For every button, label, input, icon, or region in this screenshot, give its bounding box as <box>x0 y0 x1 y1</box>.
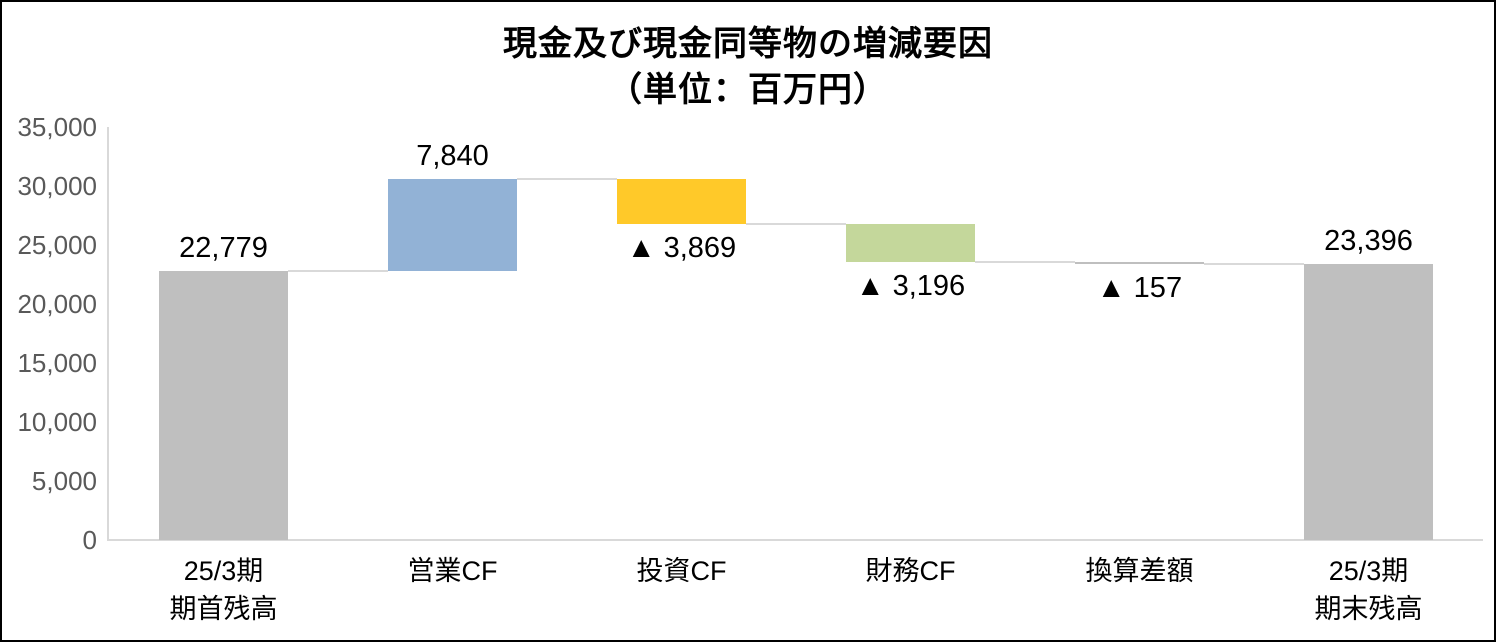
waterfall-bar <box>846 224 975 263</box>
waterfall-bar <box>617 178 746 225</box>
y-tick-label: 5,000 <box>31 466 97 496</box>
y-axis-line <box>107 127 109 540</box>
x-category-label: 財務CF <box>791 552 1031 590</box>
bar-data-label: ▲ 3,869 <box>626 232 737 265</box>
x-category-label-line: 換算差額 <box>1085 556 1194 586</box>
x-axis-line <box>107 539 1483 541</box>
x-category-label-line: 25/3期 <box>183 556 264 586</box>
y-tick-label: 25,000 <box>17 230 97 260</box>
waterfall-connector-line <box>288 270 388 273</box>
waterfall-connector-line <box>975 261 1075 264</box>
x-category-label: 営業CF <box>333 552 573 590</box>
bar-data-label: ▲ 3,196 <box>855 270 966 303</box>
x-category-label-line: 投資CF <box>636 556 727 586</box>
waterfall-bar <box>1304 263 1433 540</box>
y-tick-label: 35,000 <box>17 112 97 142</box>
y-tick-label: 0 <box>82 525 97 555</box>
y-tick-label: 30,000 <box>17 171 97 201</box>
x-category-label-line: 25/3期 <box>1328 556 1409 586</box>
waterfall-bar <box>1075 262 1204 265</box>
waterfall-connector-line <box>517 177 617 180</box>
bar-data-label: ▲ 157 <box>1096 272 1183 305</box>
bar-data-label: 23,396 <box>1324 224 1413 257</box>
bar-data-label: 7,840 <box>416 139 489 172</box>
chart-title: 現金及び現金同等物の増減要因 <box>503 25 993 63</box>
x-category-label-line: 期末残高 <box>1314 594 1423 624</box>
y-tick-label: 10,000 <box>17 407 97 437</box>
bar-data-label: 22,779 <box>179 232 268 265</box>
waterfall-connector-line <box>746 223 846 226</box>
x-category-label-line: 営業CF <box>407 556 498 586</box>
x-category-label-line: 期首残高 <box>169 594 278 624</box>
chart-subtitle: （単位：百万円） <box>608 71 888 109</box>
waterfall-connector-line <box>1204 262 1304 265</box>
x-category-label-line: 財務CF <box>865 556 956 586</box>
x-category-label: 25/3期期末残高 <box>1249 552 1489 628</box>
waterfall-bar <box>159 271 288 540</box>
x-category-label: 25/3期期首残高 <box>104 552 344 628</box>
y-tick-label: 20,000 <box>17 289 97 319</box>
waterfall-bar <box>388 178 517 272</box>
y-tick-label: 15,000 <box>17 348 97 378</box>
x-category-label: 換算差額 <box>1020 552 1260 590</box>
x-category-label: 投資CF <box>562 552 802 590</box>
